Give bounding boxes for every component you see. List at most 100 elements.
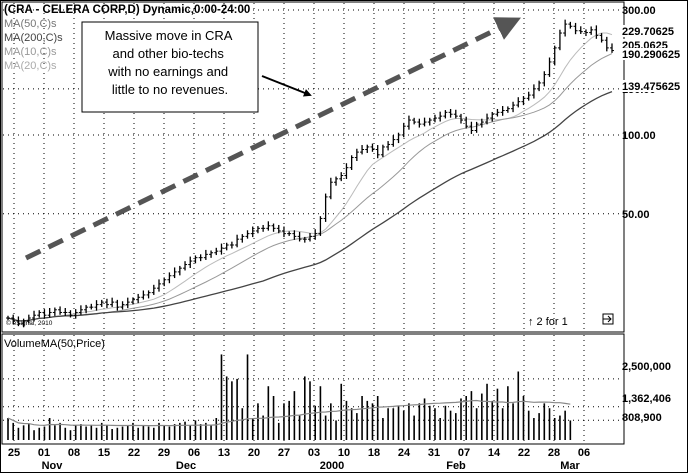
- price-bar-64: [339, 172, 344, 182]
- annotation-pointer-arrow: [261, 75, 312, 97]
- split-label: ↑ 2 for 1: [528, 316, 568, 328]
- date-tick-label-10: 03: [308, 447, 320, 459]
- price-bar-46: [245, 230, 250, 239]
- price-axis: 300.00150.00100.0050.00229.70625205.0625…: [620, 5, 686, 221]
- price-bar-51: [271, 223, 276, 232]
- price-bar-40: [214, 247, 219, 256]
- date-tick-label-15: 07: [458, 447, 470, 459]
- price-bar-106: [557, 29, 562, 51]
- date-tick-label-6: 06: [188, 447, 200, 459]
- price-bar-100: [526, 91, 531, 101]
- annotation-line-4: little to no revenues.: [112, 82, 228, 97]
- annotation-line-1: Massive move in CRA: [105, 28, 233, 43]
- month-label-0: Nov: [42, 460, 64, 472]
- chart-header: (CRA - CELERA CORP,D) Dynamic,0:00-24:00: [4, 4, 250, 16]
- price-bar-48: [255, 226, 260, 234]
- price-bar-29: [157, 279, 161, 292]
- price-bar-41: [219, 243, 224, 255]
- month-label-2: 2000: [320, 460, 344, 472]
- price-bar-73: [386, 141, 391, 151]
- price-bar-60: [318, 216, 323, 236]
- price-tick-label-0: 300.00: [622, 5, 656, 17]
- price-bar-16: [89, 303, 94, 310]
- volume-ma-path: [7, 399, 571, 427]
- price-bar-31: [167, 272, 172, 284]
- date-tick-label-17: 22: [518, 447, 530, 459]
- price-bar-8: [47, 308, 52, 318]
- price-bar-50: [266, 221, 271, 231]
- price-bar-66: [349, 155, 354, 170]
- price-bar-89: [469, 121, 474, 134]
- price-bar-6: [37, 310, 42, 318]
- month-label-4: Mar: [560, 460, 580, 472]
- price-bar-4: [26, 314, 31, 324]
- price-bar-74: [391, 135, 396, 147]
- esignal-watermark: © eSignal, 2010: [6, 319, 53, 327]
- ma-label-bg-0: [620, 25, 686, 37]
- price-bar-18: [99, 299, 104, 307]
- price-bar-109: [573, 22, 578, 35]
- price-tick-label-3: 50.00: [622, 209, 650, 221]
- date-tick-label-0: 25: [8, 447, 20, 459]
- price-bar-88: [464, 116, 469, 129]
- volume-panel-label: VolumeMA(50,Price): [4, 338, 105, 350]
- date-tick-label-2: 08: [68, 447, 80, 459]
- price-bar-28: [151, 284, 156, 295]
- price-bar-45: [240, 234, 245, 243]
- price-bar-21: [115, 299, 120, 311]
- cursor-icon: [602, 313, 614, 325]
- price-bar-24: [130, 297, 135, 305]
- price-bar-96: [505, 106, 510, 113]
- volume-axis: 2,500,000 1,362,406 808,900: [622, 361, 671, 424]
- price-bar-86: [453, 109, 458, 119]
- price-bar-12: [68, 310, 73, 318]
- price-bar-14: [78, 305, 83, 315]
- price-bar-111: [583, 29, 588, 37]
- date-tick-label-5: 29: [158, 447, 170, 459]
- price-bar-93: [490, 111, 495, 122]
- annotation-box: [81, 21, 259, 113]
- price-bar-69: [365, 144, 370, 153]
- price-bar-36: [193, 255, 198, 264]
- price-bar-44: [235, 234, 240, 248]
- price-bar-92: [485, 113, 490, 125]
- price-bar-27: [146, 290, 151, 299]
- price-bar-23: [125, 297, 130, 309]
- price-bar-61: [323, 193, 328, 222]
- price-bar-75: [396, 132, 401, 144]
- price-bar-32: [172, 267, 177, 279]
- price-bar-72: [380, 144, 385, 158]
- price-bar-19: [104, 298, 109, 309]
- price-bar-37: [198, 254, 203, 262]
- price-bar-85: [448, 108, 453, 118]
- price-bar-102: [537, 80, 542, 92]
- price-bar-15: [84, 304, 89, 314]
- price-bar-84: [443, 110, 448, 119]
- volume-tick-label-2: 808,900: [622, 412, 662, 424]
- date-tick-label-14: 31: [428, 447, 440, 459]
- price-bar-54: [287, 231, 292, 236]
- annotation-line-3: with no earnings and: [107, 64, 228, 79]
- price-bar-90: [474, 121, 479, 133]
- price-bar-65: [344, 163, 349, 179]
- price-bar-49: [261, 224, 266, 232]
- date-tick-label-16: 14: [488, 447, 501, 459]
- price-bar-110: [578, 26, 583, 34]
- price-bar-1: [11, 314, 16, 325]
- price-bar-63: [334, 176, 339, 186]
- price-bar-2: [16, 316, 21, 327]
- price-bar-42: [224, 242, 229, 251]
- price-bar-26: [141, 290, 146, 300]
- indicator-ma10-label: MA(10,C)s: [4, 46, 57, 58]
- price-bar-70: [370, 143, 375, 152]
- price-bar-39: [209, 250, 214, 258]
- ma-label-bg-2: [620, 48, 686, 60]
- price-bar-115: [604, 36, 609, 52]
- date-tick-label-8: 20: [248, 447, 260, 459]
- price-bar-11: [63, 308, 68, 316]
- date-tick-label-3: 15: [98, 447, 110, 459]
- ma-value-label-3: 139.475625: [622, 81, 680, 93]
- price-bar-47: [250, 226, 255, 238]
- price-bar-104: [547, 57, 552, 77]
